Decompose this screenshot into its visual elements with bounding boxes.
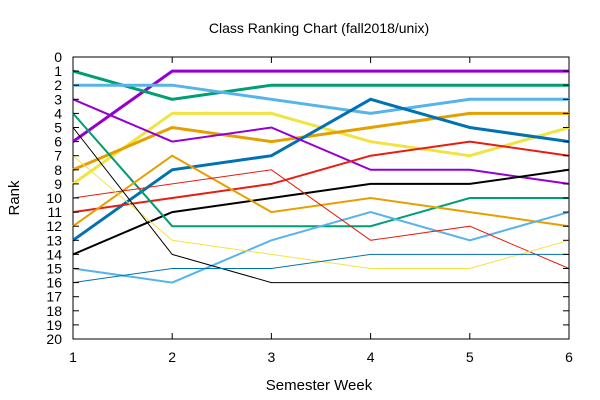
y-tick-label: 7 [54, 148, 62, 164]
series-line-1 [72, 69, 569, 143]
series-line-3 [73, 83, 569, 115]
y-tick-label: 20 [46, 331, 62, 347]
series-line-12 [72, 211, 570, 284]
series-line-8 [72, 140, 570, 214]
y-tick-label: 13 [46, 232, 62, 248]
y-tick-label: 10 [46, 190, 62, 206]
series-line-9 [72, 168, 570, 256]
y-tick-label: 18 [46, 303, 62, 319]
series-line-6 [72, 97, 570, 242]
y-tick-label: 19 [46, 317, 62, 333]
y-tick-label: 15 [46, 261, 62, 277]
y-tick-label: 3 [54, 91, 62, 107]
series-line-16 [72, 253, 569, 284]
series-line-2 [72, 69, 569, 101]
x-tick-label: 1 [69, 349, 77, 365]
y-tick-label: 0 [54, 49, 62, 65]
x-tick-label: 5 [466, 349, 474, 365]
chart-title: Class Ranking Chart (fall2018/unix) [209, 20, 429, 36]
y-tick-label: 4 [54, 105, 62, 121]
y-tick-label: 16 [46, 275, 62, 291]
y-tick-label: 5 [54, 120, 62, 136]
y-tick-label: 9 [54, 176, 62, 192]
series-layer [72, 69, 570, 284]
y-tick-label: 2 [54, 77, 62, 93]
x-tick-label: 3 [268, 349, 276, 365]
y-tick-label: 1 [54, 63, 62, 79]
y-tick-label: 14 [46, 246, 62, 262]
y-tick-label: 12 [46, 218, 62, 234]
y-axis-label: Rank [6, 180, 23, 216]
series-line-13 [72, 169, 570, 269]
x-tick-label: 4 [367, 349, 375, 365]
y-tick-label: 17 [46, 289, 62, 305]
series-line-5 [72, 111, 569, 172]
x-tick-label: 6 [565, 349, 573, 365]
x-tick-label: 2 [168, 349, 176, 365]
x-axis-label: Semester Week [266, 377, 373, 394]
series-line-15 [72, 127, 569, 284]
y-tick-label: 6 [54, 134, 62, 150]
y-tick-label: 8 [54, 162, 62, 178]
y-tick-label: 11 [47, 204, 62, 220]
series-line-7 [72, 98, 570, 185]
